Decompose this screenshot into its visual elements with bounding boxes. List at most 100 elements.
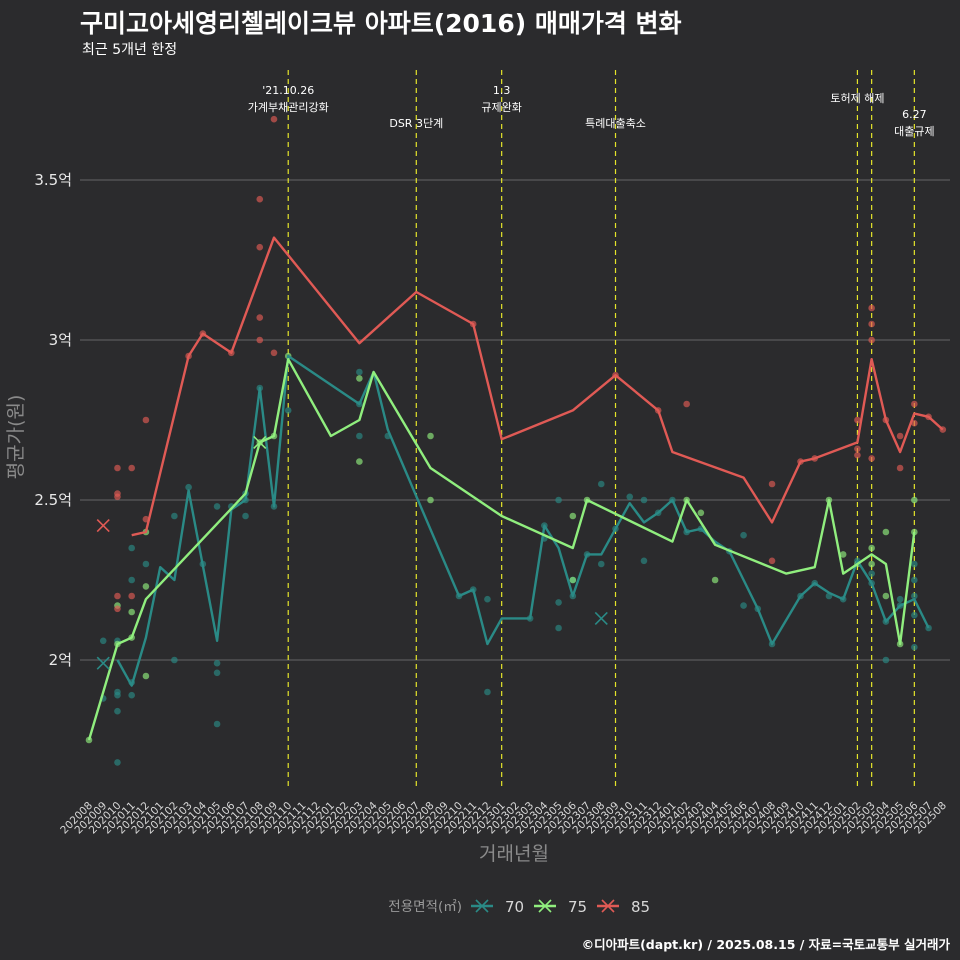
event-annotation: 특례대출축소 bbox=[585, 117, 646, 130]
data-point-85 bbox=[896, 464, 904, 472]
grid-lines bbox=[80, 179, 950, 661]
data-point-85 bbox=[911, 419, 918, 427]
data-point-70 bbox=[640, 496, 648, 504]
data-point-75 bbox=[868, 544, 875, 552]
data-point-85 bbox=[256, 243, 264, 251]
y-tick-label: 3억 bbox=[49, 331, 72, 349]
data-point-85 bbox=[854, 445, 861, 453]
legend-item-85: 85 bbox=[597, 898, 650, 916]
data-point-70 bbox=[213, 720, 221, 728]
event-annotation: 규제완화 bbox=[481, 101, 521, 114]
data-point-85 bbox=[768, 480, 776, 488]
data-point-75 bbox=[569, 512, 577, 520]
data-point-85 bbox=[114, 464, 121, 472]
y-axis-label: 평균가(원) bbox=[5, 395, 27, 480]
data-point-85 bbox=[256, 195, 264, 203]
data-point-70 bbox=[740, 602, 747, 609]
data-point-70 bbox=[114, 707, 121, 715]
data-point-70 bbox=[114, 688, 121, 696]
data-point-75 bbox=[128, 608, 135, 616]
data-point-75 bbox=[697, 509, 705, 517]
cross-marker-70 bbox=[594, 611, 608, 625]
legend-key-cross bbox=[475, 899, 489, 913]
cross-marker-75 bbox=[253, 435, 267, 449]
data-point-85 bbox=[128, 592, 135, 600]
data-point-70 bbox=[128, 576, 135, 584]
data-point-70 bbox=[99, 637, 107, 645]
data-point-70 bbox=[171, 512, 178, 520]
legend: 전용면적(㎡) 70 75 85 bbox=[388, 898, 650, 916]
legend-title: 전용면적(㎡) bbox=[388, 899, 462, 915]
data-point-75 bbox=[839, 551, 847, 558]
data-point-70 bbox=[911, 576, 918, 584]
data-point-75 bbox=[569, 576, 577, 584]
data-point-85 bbox=[128, 464, 135, 472]
event-annotation: 1.3 bbox=[493, 84, 511, 97]
data-point-85 bbox=[270, 349, 278, 357]
data-point-70 bbox=[896, 595, 904, 603]
data-point-75 bbox=[142, 672, 150, 680]
data-point-70 bbox=[142, 560, 150, 568]
data-point-85 bbox=[114, 605, 121, 613]
series-line-75 bbox=[87, 358, 916, 741]
data-point-70 bbox=[284, 407, 292, 414]
event-annotation: DSR 3단계 bbox=[389, 117, 443, 130]
data-point-70 bbox=[213, 659, 221, 667]
data-point-70 bbox=[242, 512, 249, 520]
data-point-70 bbox=[626, 493, 634, 501]
data-point-75 bbox=[882, 592, 890, 600]
data-point-85 bbox=[868, 320, 875, 328]
x-axis-label: 거래년월 bbox=[479, 843, 549, 865]
data-point-70 bbox=[185, 483, 192, 491]
data-point-85 bbox=[256, 336, 264, 344]
y-tick-label: 3.5억 bbox=[34, 171, 72, 189]
legend-label: 85 bbox=[631, 898, 650, 916]
data-point-70 bbox=[356, 368, 363, 376]
data-point-85 bbox=[854, 416, 861, 424]
data-point-75 bbox=[427, 496, 434, 504]
y-tick-label: 2.5억 bbox=[34, 491, 72, 509]
cross-markers bbox=[96, 435, 608, 670]
event-annotation: '21.10.26 bbox=[262, 84, 314, 97]
data-point-70 bbox=[911, 560, 918, 568]
data-point-85 bbox=[768, 557, 776, 565]
data-point-75 bbox=[711, 576, 719, 584]
data-point-85 bbox=[142, 416, 150, 424]
cross-marker-70 bbox=[96, 656, 110, 670]
series-line-85 bbox=[131, 236, 944, 537]
data-point-70 bbox=[484, 688, 491, 696]
cross-marker-85 bbox=[96, 519, 110, 533]
event-annotation: 가계부채관리강화 bbox=[248, 101, 329, 114]
event-annotation: 대출규제 bbox=[894, 125, 934, 138]
data-point-85 bbox=[911, 400, 918, 408]
event-annotation: 토허제 해제 bbox=[830, 91, 884, 105]
data-point-85 bbox=[896, 432, 904, 440]
data-point-70 bbox=[171, 656, 178, 664]
data-point-75 bbox=[911, 528, 918, 536]
event-annotation: 6.27 bbox=[902, 108, 927, 121]
data-point-70 bbox=[911, 643, 918, 651]
legend-label: 70 bbox=[505, 898, 524, 916]
y-tick-label: 2억 bbox=[49, 651, 72, 669]
data-point-85 bbox=[270, 115, 278, 123]
data-point-70 bbox=[555, 496, 562, 504]
legend-key-cross bbox=[601, 899, 615, 913]
data-point-85 bbox=[114, 592, 121, 600]
source-caption: ©디아파트(dapt.kr) / 2025.08.15 / 자료=국토교통부 실… bbox=[581, 937, 950, 952]
event-lines bbox=[287, 70, 915, 790]
data-point-70 bbox=[213, 503, 221, 510]
data-point-85 bbox=[683, 400, 690, 408]
data-point-70 bbox=[555, 599, 562, 606]
data-point-70 bbox=[114, 759, 121, 766]
legend-key-cross bbox=[538, 899, 552, 913]
data-point-70 bbox=[882, 656, 890, 664]
chart-title: 구미고아세영리첼레이크뷰 아파트(2016) 매매가격 변화 bbox=[80, 9, 682, 38]
data-point-75 bbox=[868, 560, 875, 568]
legend-item-75: 75 bbox=[534, 898, 587, 916]
data-point-70 bbox=[911, 611, 918, 619]
data-point-75 bbox=[427, 432, 434, 440]
scatter-points bbox=[85, 115, 947, 766]
data-point-70 bbox=[868, 570, 875, 577]
